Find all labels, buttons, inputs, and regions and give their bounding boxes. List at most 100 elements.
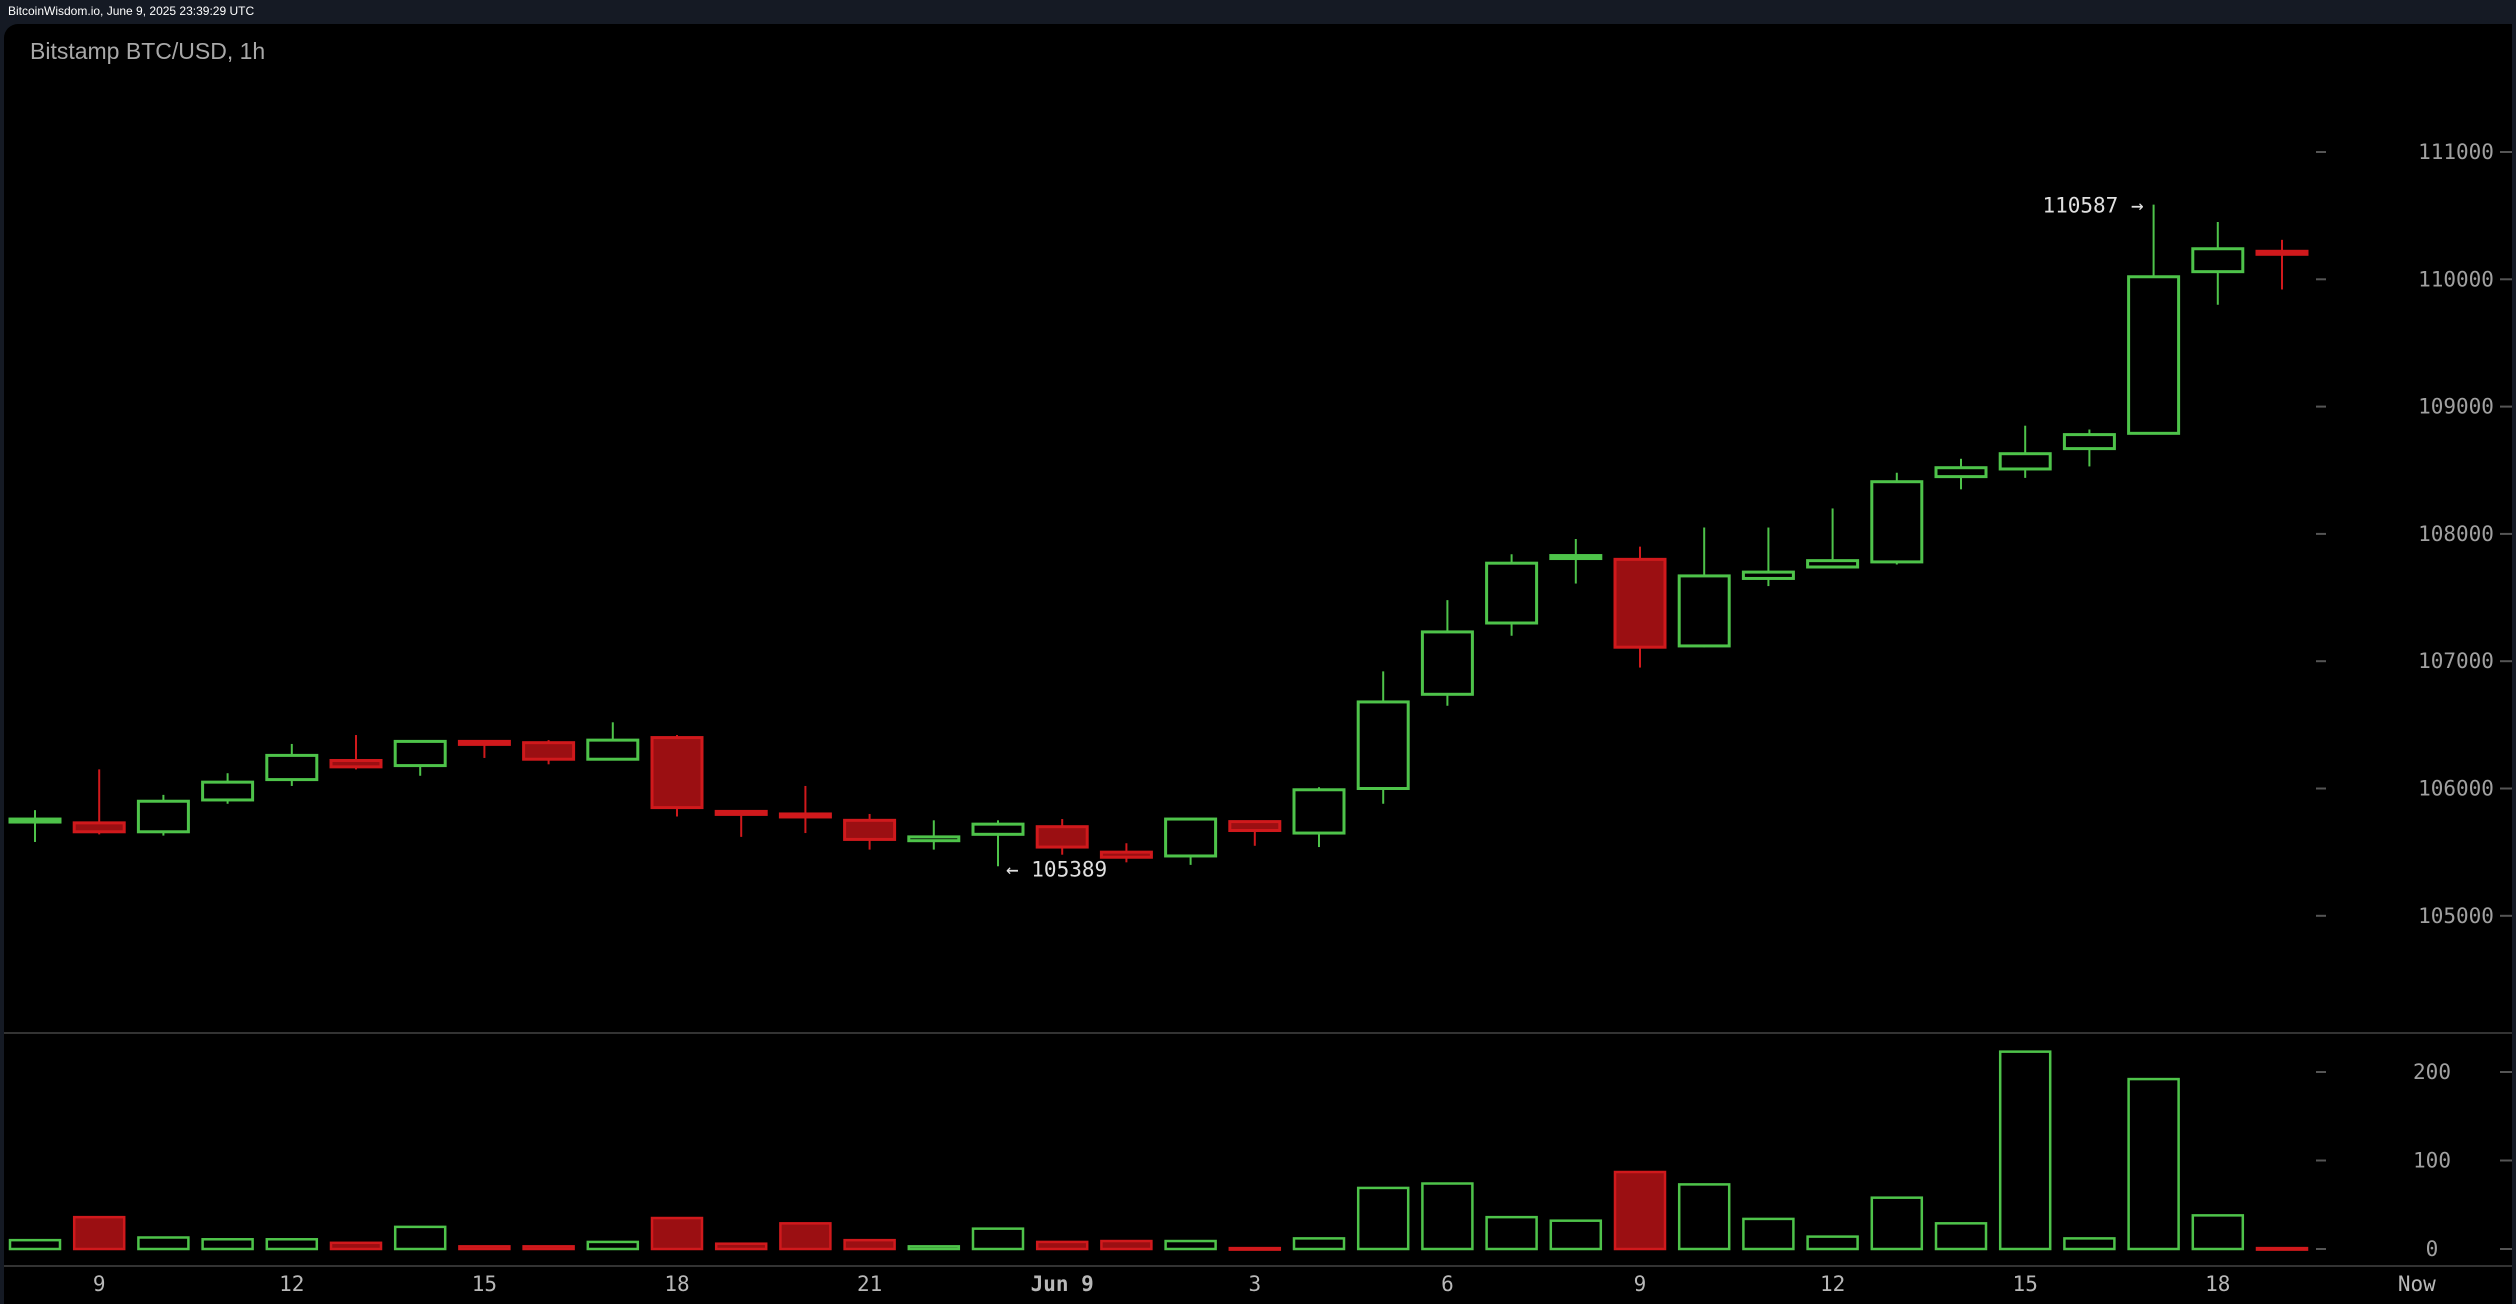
candle-body (329, 758, 383, 769)
volume-bar (201, 1238, 254, 1251)
volume-bar (1292, 1237, 1346, 1251)
candle (1228, 820, 1282, 846)
candle-body (650, 736, 704, 810)
candle-body (1613, 557, 1667, 649)
candle (778, 785, 832, 834)
price-tick-label: 108000 (2418, 522, 2494, 546)
time-tick-label: 18 (664, 1272, 689, 1296)
candle (1164, 817, 1218, 865)
volume-bar (1421, 1182, 1474, 1251)
candle (136, 794, 190, 836)
volume-bar (1228, 1246, 1282, 1251)
volume-bar (1934, 1222, 1988, 1251)
price-tick-label: 109000 (2418, 395, 2494, 419)
candle-body (201, 780, 255, 802)
candle-body (1998, 452, 2052, 471)
candle (907, 820, 961, 850)
volume-bar (843, 1238, 896, 1251)
candle-body (714, 809, 768, 816)
volume-bar (650, 1216, 704, 1251)
candle (1741, 527, 1795, 587)
time-tick-label: 21 (857, 1272, 882, 1296)
time-tick-label: 3 (1248, 1272, 1261, 1296)
volume-bar (1806, 1235, 1859, 1251)
candle-body (2191, 247, 2245, 274)
time-tick-label: 18 (2205, 1272, 2230, 1296)
candle (457, 739, 511, 758)
price-tick-label: 105000 (2418, 904, 2494, 928)
candle (1806, 508, 1860, 569)
volume-bar (265, 1238, 319, 1251)
high-annotation: 110587 → (2042, 194, 2143, 218)
candlestick-chart[interactable]: 111000 110000 109000 108000 107000 106000 1050… (4, 24, 2512, 1304)
candle-body (1934, 466, 1988, 479)
time-tick-label: 15 (2013, 1272, 2038, 1296)
volume-tick-label: 100 (2413, 1149, 2451, 1173)
candle-body (1035, 825, 1089, 849)
time-tick-label: 15 (472, 1272, 497, 1296)
candle-body (1420, 630, 1474, 696)
candle-body (8, 817, 62, 824)
candle-body (1870, 480, 1924, 564)
candle-body (72, 821, 126, 834)
candle (522, 740, 576, 765)
candle (1998, 425, 2052, 478)
candle-body (907, 835, 961, 843)
volume-bar (1549, 1219, 1603, 1251)
candle (1613, 546, 1667, 668)
candle (2062, 429, 2116, 467)
candle-body (971, 822, 1025, 836)
volume-bar (2191, 1214, 2245, 1251)
candle (1420, 600, 1474, 706)
candle (265, 743, 319, 786)
price-tick-label: 110000 (2418, 267, 2494, 291)
candle (72, 769, 126, 835)
candle-body (2062, 433, 2116, 451)
volume-bar (1035, 1240, 1089, 1251)
candle (1934, 458, 1988, 490)
candle (201, 773, 255, 804)
volume-bar (522, 1245, 575, 1251)
candle (843, 813, 897, 850)
volume-bar (393, 1225, 447, 1251)
time-tick-label: 12 (1820, 1272, 1845, 1296)
candle-body (265, 753, 319, 782)
candle-body (778, 812, 832, 819)
candle-body (2255, 249, 2309, 256)
volume-bar (1100, 1239, 1153, 1251)
time-tick-label: 12 (279, 1272, 304, 1296)
candle (1677, 527, 1731, 648)
candle-body (1677, 574, 1731, 648)
candle (1099, 843, 1153, 863)
volume-bar (586, 1240, 640, 1251)
candle-body (1228, 820, 1282, 833)
candle (1549, 538, 1603, 584)
time-tick-label: Jun 9 (1031, 1272, 1094, 1296)
candle (650, 735, 704, 817)
volume-bar (714, 1242, 768, 1251)
candle (8, 810, 62, 842)
time-tick-label: 9 (1634, 1272, 1647, 1296)
volume-bar (1677, 1183, 1731, 1251)
price-tick-label: 107000 (2418, 649, 2494, 673)
candle-body (1292, 788, 1346, 835)
candle (1035, 819, 1089, 855)
candle (1485, 554, 1539, 636)
price-tick-label: 106000 (2418, 777, 2494, 801)
candle-body (457, 739, 511, 746)
volume-bar (1998, 1050, 2052, 1251)
candle-body (1549, 554, 1603, 561)
candle-body (1741, 570, 1795, 580)
candle (971, 820, 1025, 867)
volume-bar (1485, 1215, 1538, 1251)
volume-bar (1164, 1239, 1217, 1251)
candle (2191, 222, 2245, 305)
price-tick-label: 111000 (2418, 140, 2494, 164)
candle (586, 722, 640, 761)
candle (1292, 787, 1346, 848)
chart-title: Bitstamp BTC/USD, 1h (30, 38, 266, 64)
candle-body (586, 738, 640, 761)
candle-body (136, 799, 190, 834)
volume-bar (907, 1245, 961, 1251)
candle (714, 809, 768, 837)
